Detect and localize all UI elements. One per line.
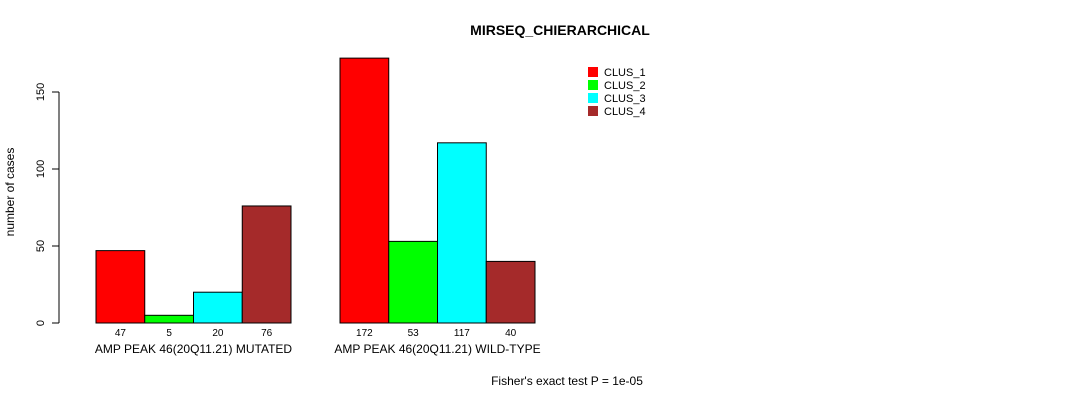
bar-value-label: 5 [166,328,172,339]
bar-clus-2 [388,240,438,324]
legend-swatch [588,67,598,77]
y-tick-label: 50 [35,240,47,252]
bar-value-label: 40 [505,328,517,339]
category-label: AMP PEAK 46(20Q11.21) WILD-TYPE [334,342,540,356]
bar-clus-2 [144,314,194,324]
bar-clus-4 [241,205,292,324]
bar-clus-1 [95,250,146,324]
legend-label: CLUS_4 [604,106,646,118]
category-label: AMP PEAK 46(20Q11.21) MUTATED [95,342,293,356]
legend-label: CLUS_1 [604,67,646,79]
bar-clus-3 [437,142,487,324]
bar-value-label: 172 [356,328,373,339]
legend-swatch [588,106,598,116]
bar-clus-1 [339,57,390,324]
bars: 47 5 20 76 AMP PEAK 46(20Q11.21) MUTATED 172 5… [95,57,541,356]
y-tick-label: 0 [35,320,47,326]
y-tick-label: 150 [35,83,47,101]
y-axis-label: number of cases [3,148,17,237]
legend-swatch [588,93,598,103]
y-tick-label: 100 [35,160,47,178]
bar-clus-3 [193,291,243,324]
bar-value-label: 76 [261,328,273,339]
legend-label: CLUS_3 [604,93,646,105]
legend-label: CLUS_2 [604,80,646,92]
chart-title: MIRSEQ_CHIERARCHICAL [470,22,650,38]
bar-value-label: 117 [454,328,470,339]
legend-swatch [588,80,598,90]
bar-value-label: 53 [408,328,420,339]
bar-clus-4 [485,260,536,324]
bar-value-label: 47 [115,328,127,339]
bar-value-label: 20 [212,328,224,339]
fisher-test-annotation: Fisher's exact test P = 1e-05 [491,374,643,388]
y-axis: 0 50 100 150 [35,83,60,326]
